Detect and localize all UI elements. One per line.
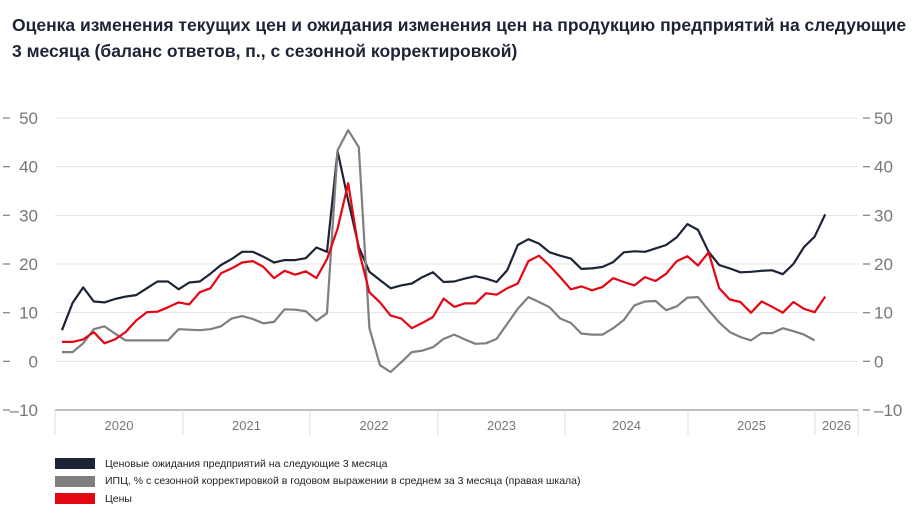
y-tick-label-left: 0 — [29, 352, 38, 371]
y-tick-label-left: 40 — [19, 158, 38, 177]
legend-swatch — [55, 475, 95, 487]
legend-label: ИПЦ, % с сезонной корректировкой в годов… — [105, 475, 581, 488]
series-line-2 — [62, 182, 827, 345]
x-tick-label: 2024 — [612, 418, 641, 433]
legend-swatch — [55, 458, 95, 470]
legend-item: ИПЦ, % с сезонной корректировкой в годов… — [55, 473, 581, 491]
x-tick-label: 2022 — [360, 418, 389, 433]
legend-label: Цены — [105, 492, 132, 505]
legend-label: Ценовые ожидания предприятий на следующи… — [105, 457, 388, 470]
x-tick-label: 2021 — [232, 418, 261, 433]
y-tick-label-right: 40 — [874, 158, 893, 177]
x-tick-label: 2020 — [105, 418, 134, 433]
legend-item: Ценовые ожидания предприятий на следующи… — [55, 455, 581, 473]
legend-item: Цены — [55, 490, 581, 508]
chart-title: Оценка изменения текущих цен и ожидания … — [12, 15, 907, 61]
y-tick-label-left: 20 — [19, 255, 38, 274]
y-tick-label-left: 50 — [19, 109, 38, 128]
y-tick-label-right: 20 — [874, 255, 893, 274]
x-tick-label: 2023 — [487, 418, 516, 433]
y-tick-label-left: 10 — [19, 304, 38, 323]
legend-swatch — [55, 493, 95, 505]
y-tick-label-left: 30 — [19, 206, 38, 225]
series-line-1 — [62, 129, 816, 374]
x-tick-label: 2025 — [737, 418, 766, 433]
y-tick-label-right: –10 — [874, 401, 902, 420]
y-tick-label-right: 50 — [874, 109, 893, 128]
y-tick-label-left: –10 — [10, 401, 38, 420]
series-line-0 — [60, 150, 827, 331]
y-tick-label-right: 0 — [874, 352, 883, 371]
legend: Ценовые ожидания предприятий на следующи… — [55, 455, 581, 508]
y-tick-label-right: 30 — [874, 206, 893, 225]
x-tick-label: 2026 — [822, 418, 851, 433]
y-tick-label-right: 10 — [874, 304, 893, 323]
